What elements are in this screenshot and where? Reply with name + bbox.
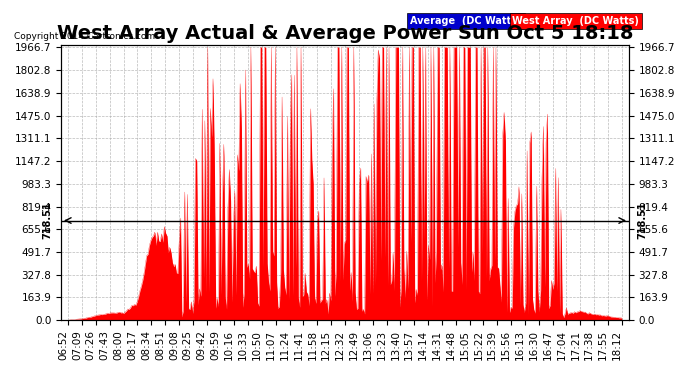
Text: 718.51: 718.51 xyxy=(42,202,52,239)
Text: West Array  (DC Watts): West Array (DC Watts) xyxy=(513,16,640,26)
Text: 718.51: 718.51 xyxy=(638,202,648,239)
Text: Average  (DC Watts): Average (DC Watts) xyxy=(411,16,522,26)
Text: Copyright 2014 Cartronics.com: Copyright 2014 Cartronics.com xyxy=(14,32,155,41)
Title: West Array Actual & Average Power Sun Oct 5 18:18: West Array Actual & Average Power Sun Oc… xyxy=(57,24,633,43)
